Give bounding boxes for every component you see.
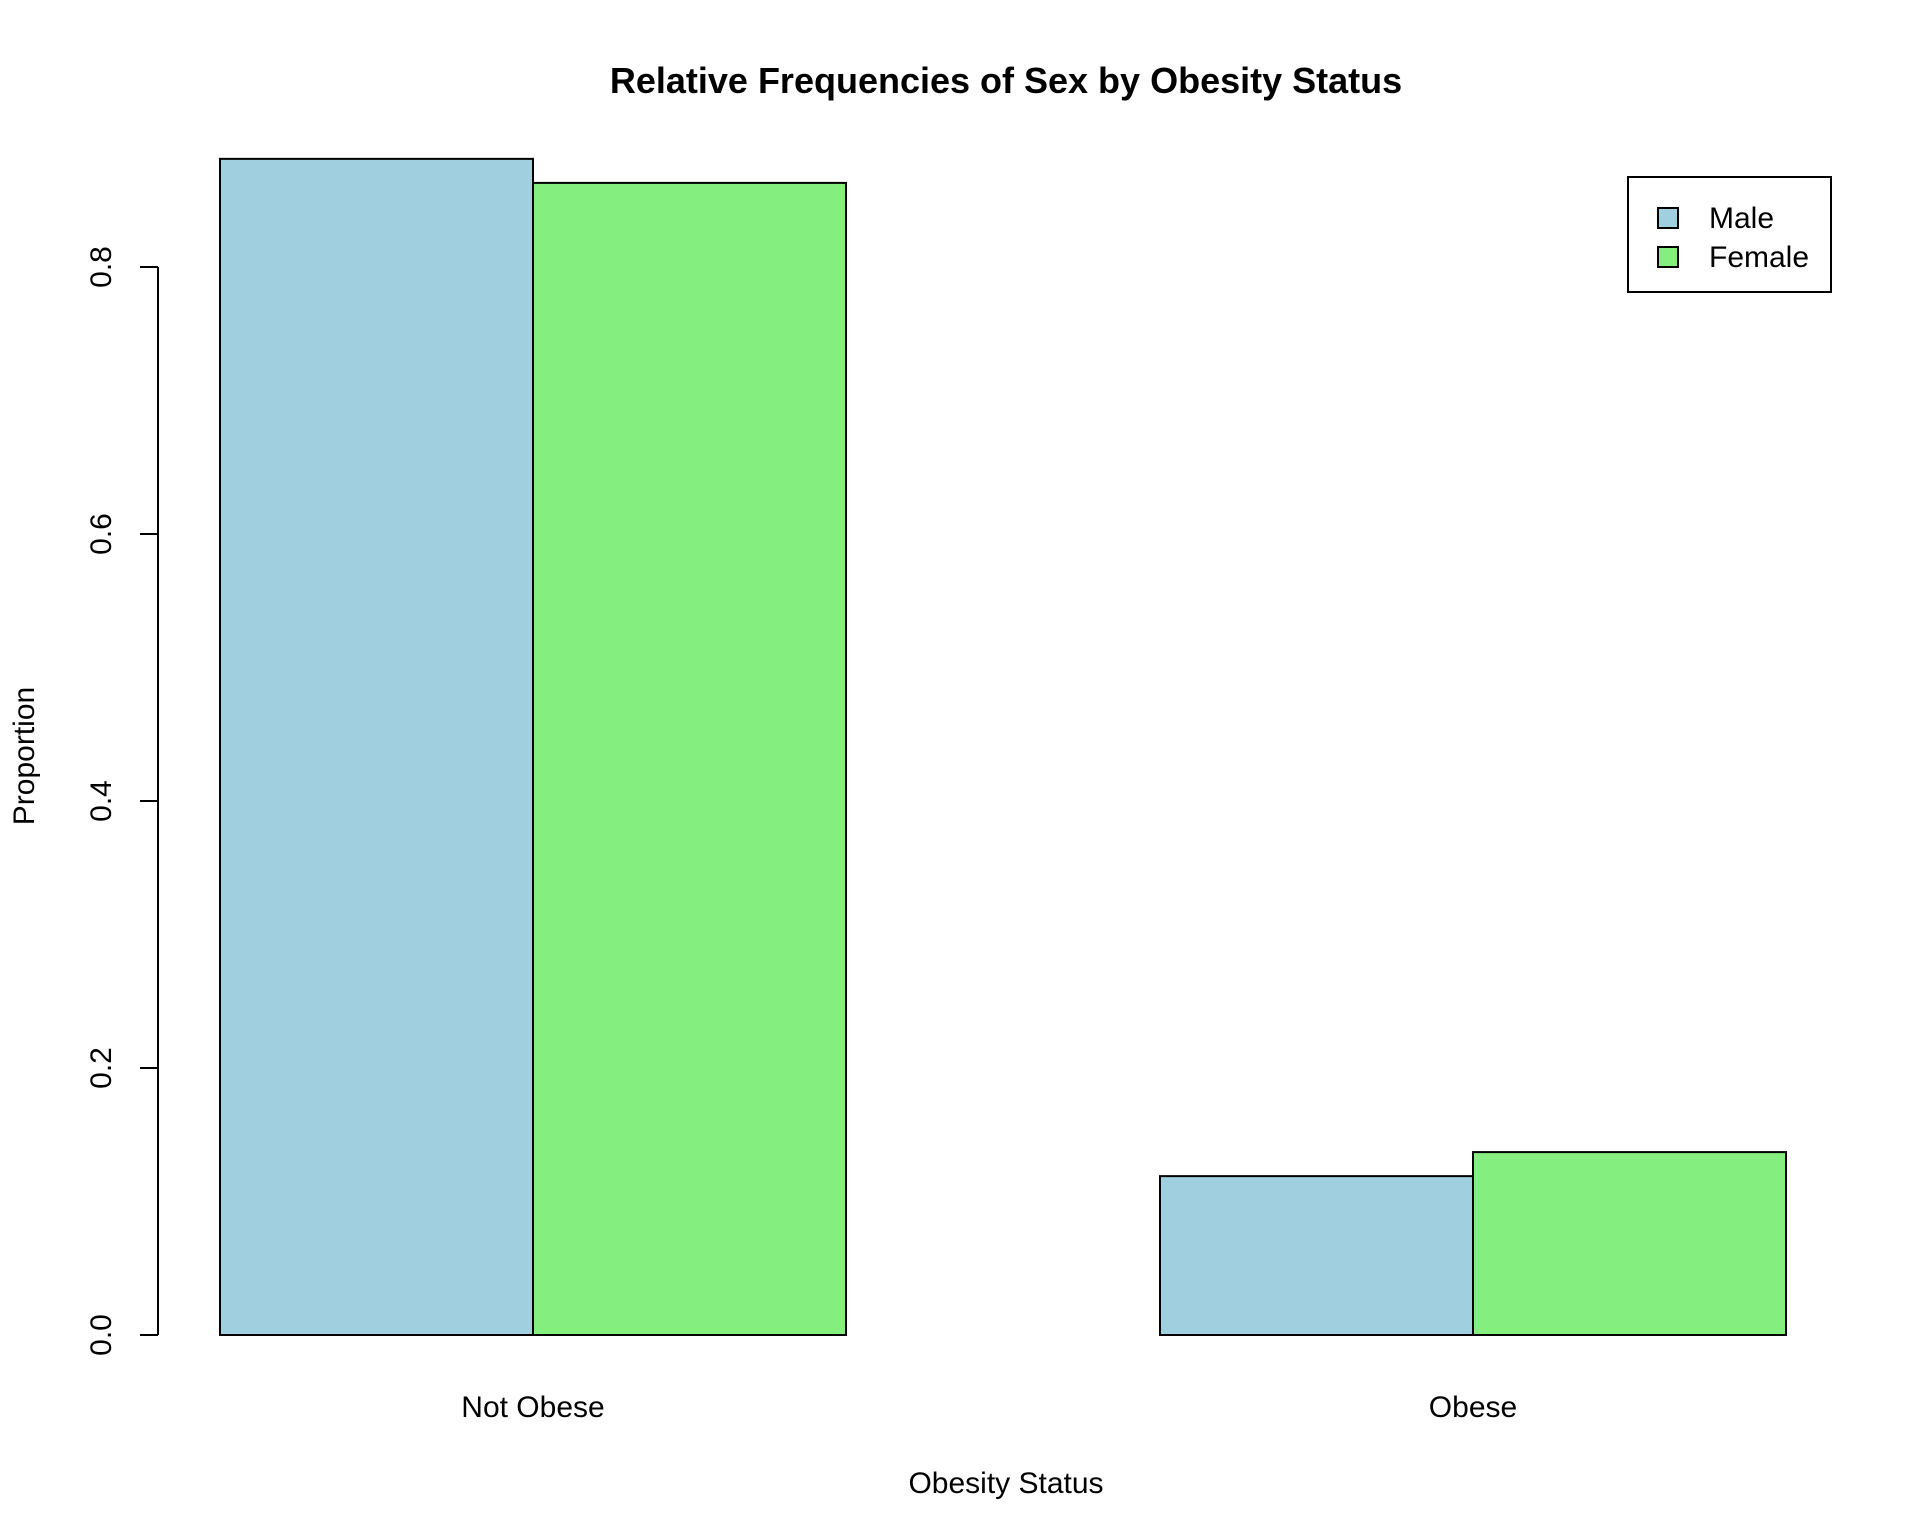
- bar-obese-female: [1472, 1151, 1787, 1336]
- y-tick-label: 0.6: [85, 513, 118, 555]
- y-tick-label: 0.2: [85, 1047, 118, 1089]
- x-tick-label: Obese: [1429, 1391, 1517, 1424]
- x-tick-labels: Not Obese Obese: [461, 1391, 1517, 1424]
- legend-label-female: Female: [1709, 241, 1809, 274]
- bars-group: [219, 157, 1787, 1337]
- bar-obese-male: [1159, 1175, 1474, 1337]
- y-axis: 0.0 0.2 0.4 0.6 0.8: [85, 246, 159, 1356]
- x-axis-label: Obesity Status: [908, 1467, 1103, 1500]
- legend: Male Female: [1627, 176, 1832, 293]
- legend-box: [1627, 176, 1832, 293]
- y-tick-label: 0.0: [85, 1314, 118, 1356]
- y-axis-label: Proportion: [8, 687, 41, 825]
- chart-title: Relative Frequencies of Sex by Obesity S…: [610, 60, 1402, 101]
- legend-label-male: Male: [1709, 202, 1774, 235]
- y-tick-label: 0.8: [85, 246, 118, 288]
- x-tick-label: Not Obese: [461, 1391, 604, 1424]
- legend-swatch-female: [1657, 246, 1679, 268]
- bar-not-obese-male: [219, 157, 534, 1337]
- legend-swatch-male: [1657, 207, 1679, 229]
- bar-not-obese-female: [532, 181, 847, 1336]
- y-tick-label: 0.4: [85, 780, 118, 822]
